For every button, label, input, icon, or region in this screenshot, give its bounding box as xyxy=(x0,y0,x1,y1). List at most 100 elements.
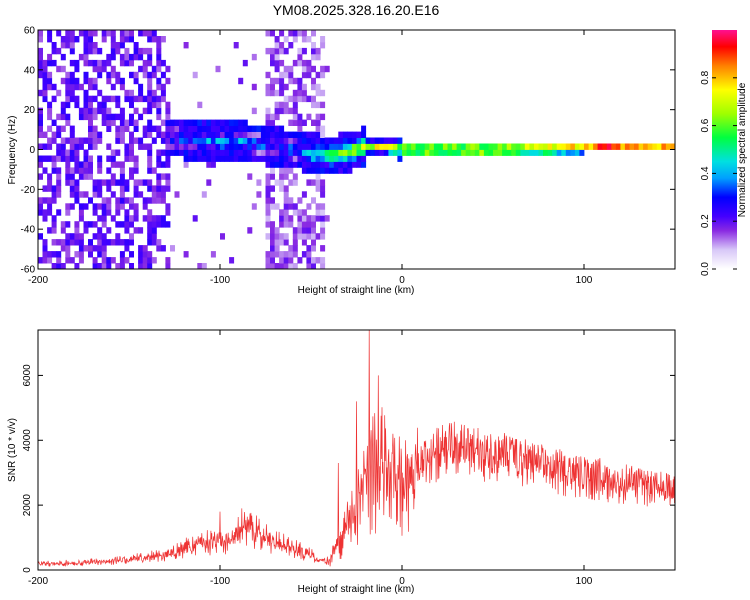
heatmap-cell xyxy=(101,59,107,67)
heatmap-cell xyxy=(570,149,576,156)
heatmap-cell xyxy=(124,179,130,186)
heatmap-cell xyxy=(74,101,80,109)
heatmap-cell xyxy=(56,191,62,198)
heatmap-cell xyxy=(101,101,107,109)
heatmap-cell xyxy=(311,30,316,37)
heatmap-cell xyxy=(69,149,75,156)
heatmap-cell xyxy=(229,131,235,138)
heatmap-cell xyxy=(265,149,271,156)
heatmap-cell xyxy=(320,167,326,174)
heatmap-cell xyxy=(156,215,162,222)
heatmap-cell xyxy=(229,125,235,132)
heatmap-cell xyxy=(115,131,121,138)
heatmap-cell xyxy=(138,65,144,73)
heatmap-cell xyxy=(197,131,203,138)
heatmap-cell xyxy=(201,125,207,132)
heatmap-cell xyxy=(229,155,235,162)
heatmap-cell xyxy=(60,113,66,121)
heatmap-cell xyxy=(42,209,48,216)
heatmap-cell xyxy=(288,65,294,73)
heatmap-cell xyxy=(502,149,508,156)
heatmap-cell xyxy=(115,179,121,186)
heatmap-cell xyxy=(101,257,107,264)
heatmap-cell xyxy=(288,203,294,210)
heatmap-cell xyxy=(333,167,339,174)
heatmap-cell xyxy=(315,71,321,79)
heatmap-cell xyxy=(133,125,139,132)
heatmap-cell xyxy=(438,149,444,156)
heatmap-cell xyxy=(342,155,348,162)
heatmap-cell xyxy=(60,125,66,132)
heatmap-cell xyxy=(229,257,235,264)
heatmap-cell xyxy=(101,215,107,222)
heatmap-cell xyxy=(56,125,62,132)
heatmap-cell xyxy=(124,197,130,204)
heatmap-cell xyxy=(292,251,298,258)
heatmap-cell xyxy=(351,161,357,168)
heatmap-cell xyxy=(251,125,257,132)
heatmap-cell xyxy=(92,59,98,67)
heatmap-cell xyxy=(279,101,285,109)
heatmap-cell xyxy=(38,47,43,55)
heatmap-cell xyxy=(138,191,144,198)
colorbar: 0.0 0.2 0.4 0.6 0.8 Normalized spectral ampl… xyxy=(700,30,748,276)
heatmap-cell xyxy=(147,131,153,138)
heatmap-cell xyxy=(156,125,162,132)
heatmap-cell xyxy=(56,143,62,150)
heatmap-cell xyxy=(320,89,326,97)
heatmap-cell xyxy=(301,149,307,156)
heatmap-cell xyxy=(247,137,253,144)
heatmap-cell xyxy=(283,203,289,210)
heatmap-cell xyxy=(279,131,285,138)
heatmap-cell xyxy=(420,149,426,156)
heatmap-cell xyxy=(329,143,335,150)
heatmap-cell xyxy=(584,143,589,150)
heatmap-cell xyxy=(342,149,348,156)
heatmap-cell xyxy=(188,131,194,138)
heatmap-cell xyxy=(270,143,275,150)
heatmap-cell xyxy=(320,263,326,269)
heatmap-cell xyxy=(119,191,125,198)
heatmap-cell xyxy=(265,203,271,210)
heatmap-cell xyxy=(356,155,362,162)
heatmap-cell xyxy=(83,191,89,198)
heatmap-cell xyxy=(643,143,649,150)
heatmap-cell xyxy=(133,53,139,61)
heatmap-cell xyxy=(147,161,153,168)
heatmap-cell xyxy=(665,143,671,150)
heatmap-cell xyxy=(74,221,80,228)
heatmap-cell xyxy=(160,95,166,103)
heatmap-cell xyxy=(188,149,194,156)
heatmap-cell xyxy=(156,77,162,85)
heatmap-cell xyxy=(129,203,134,210)
heatmap-cell xyxy=(83,36,89,43)
heatmap-cell xyxy=(215,131,221,138)
heatmap-cell xyxy=(320,221,326,228)
heatmap-cell xyxy=(320,155,326,162)
heatmap-cell xyxy=(188,155,194,162)
heatmap-cell xyxy=(288,257,294,264)
heatmap-cell xyxy=(42,251,48,258)
heatmap-cell xyxy=(329,149,335,156)
heatmap-cell xyxy=(97,191,103,198)
heatmap-cell xyxy=(65,209,71,216)
heatmap-cell xyxy=(101,36,107,43)
heatmap-cell xyxy=(283,197,289,204)
heatmap-cell xyxy=(224,149,230,156)
heatmap-cell xyxy=(88,125,93,132)
heatmap-cell xyxy=(101,209,107,216)
heatmap-cell xyxy=(251,83,257,91)
heatmap-cell xyxy=(97,131,103,138)
heatmap-cell xyxy=(69,36,75,43)
heatmap-cell xyxy=(69,89,75,97)
heatmap-cell xyxy=(83,155,89,162)
heatmap-cell xyxy=(151,65,157,73)
heatmap-cell xyxy=(333,161,339,168)
heatmap-cell xyxy=(274,53,280,61)
heatmap-cell xyxy=(78,143,84,150)
heatmap-cell xyxy=(51,251,57,258)
heatmap-cell xyxy=(88,161,93,168)
heatmap-cell xyxy=(274,36,280,43)
heatmap-cell xyxy=(142,179,148,186)
heatmap-cell xyxy=(220,119,225,126)
